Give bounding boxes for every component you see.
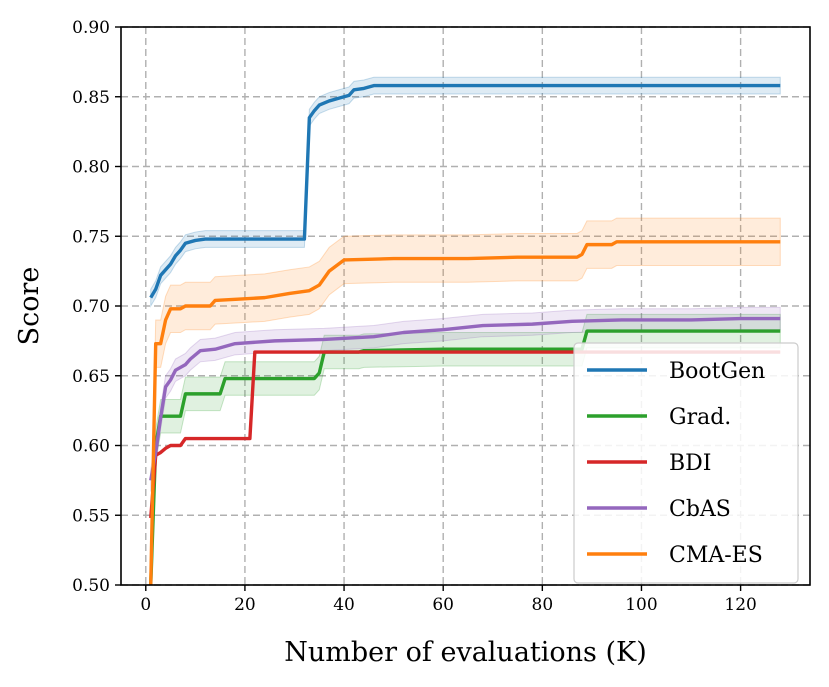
x-tick-label: 0 (140, 595, 151, 615)
y-tick-label: 0.60 (72, 437, 110, 457)
y-axis-label: Score (14, 267, 45, 346)
y-tick-label: 0.55 (72, 506, 110, 526)
series-line-cbas (149, 316, 781, 481)
series-lines (149, 83, 781, 586)
y-tick-label: 0.65 (72, 367, 110, 387)
y-tick-label: 0.90 (72, 18, 110, 38)
x-tick-label: 80 (532, 595, 554, 615)
legend-box (573, 342, 799, 584)
y-tick-label: 0.80 (72, 158, 110, 178)
legend-label-bootgen: BootGen (669, 359, 765, 384)
x-tick-label: 60 (432, 595, 454, 615)
series-line-bdi (149, 350, 781, 519)
y-tick-label: 0.70 (72, 297, 110, 317)
legend: BootGen Grad. BDI CbAS CMA-ES (573, 342, 799, 584)
x-tick-label: 40 (333, 595, 355, 615)
series-line-grad (149, 329, 781, 586)
series-line-bootgen (149, 83, 781, 299)
legend-label-grad: Grad. (669, 405, 731, 430)
x-tick-label: 120 (724, 595, 756, 615)
series-bands (150, 76, 781, 586)
legend-label-cma-es: CMA-ES (669, 543, 763, 568)
legend-label-bdi: BDI (669, 451, 712, 476)
x-axis-label: Number of evaluations (K) (284, 637, 646, 668)
x-tick-label: 20 (234, 595, 256, 615)
x-tick-label: 100 (625, 595, 657, 615)
y-tick-label: 0.85 (72, 88, 110, 108)
axis-ticks: 0 20 40 60 80 100 120 0.50 0.55 0.60 0.65 0.70 0.75 0… (72, 18, 757, 615)
band-bootgen (150, 76, 781, 308)
legend-label-cbas: CbAS (669, 497, 731, 522)
band-cma-es (150, 217, 781, 586)
y-tick-label: 0.75 (72, 227, 110, 247)
series-line-cma-es (149, 240, 781, 586)
y-tick-label: 0.50 (72, 576, 110, 596)
